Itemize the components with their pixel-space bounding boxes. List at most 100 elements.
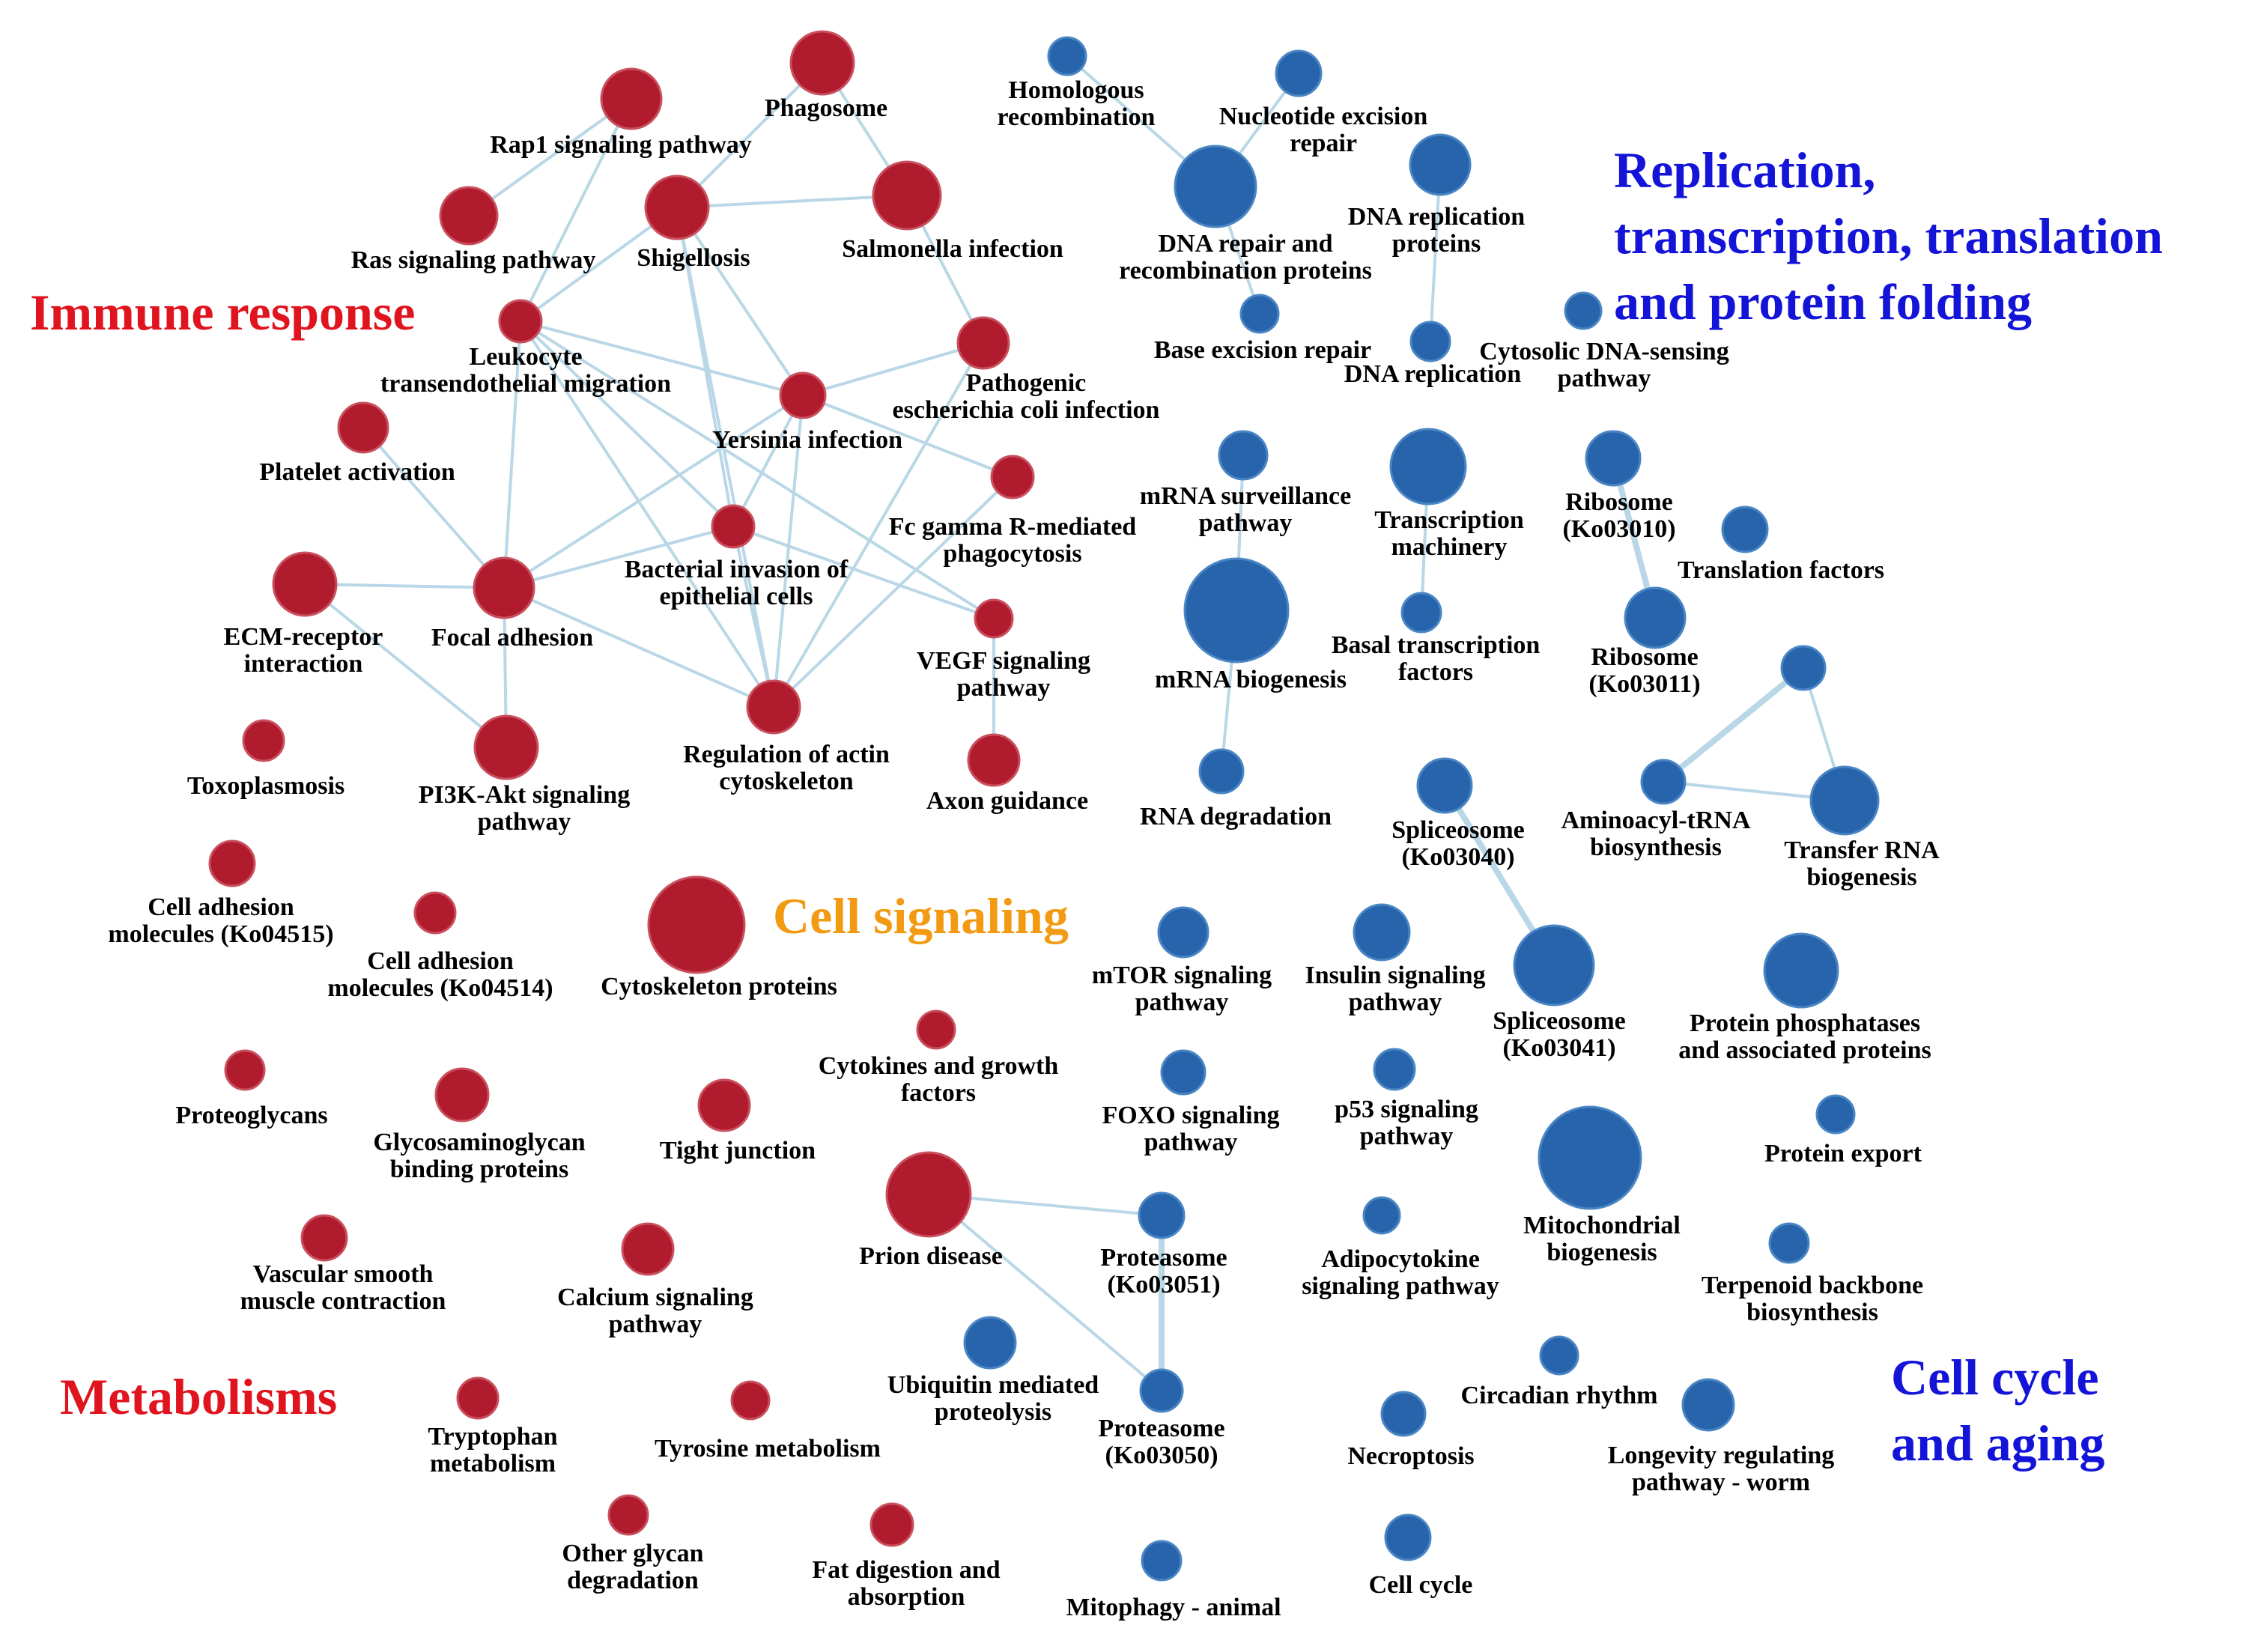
node-ribosome_03011[interactable]: [1624, 586, 1687, 649]
node-focal_adhesion[interactable]: [473, 556, 535, 619]
node-ubiquitin[interactable]: [963, 1316, 1017, 1370]
node-base_excision[interactable]: [1239, 294, 1280, 334]
edge-fc_gamma-actin: [772, 476, 1014, 708]
node-dna_replication[interactable]: [1409, 321, 1451, 362]
node-necroptosis[interactable]: [1380, 1391, 1427, 1437]
edge-yersinia-fc_gamma: [802, 394, 1013, 479]
node-phagosome[interactable]: [789, 30, 855, 96]
node-vascular[interactable]: [300, 1214, 348, 1262]
node-label-cam_04515: Cell adhesion molecules (Ko04515): [108, 893, 333, 948]
node-tyrosine[interactable]: [730, 1380, 771, 1421]
node-ribosome_03010[interactable]: [1585, 430, 1642, 487]
node-pathogenic_ecoli[interactable]: [956, 316, 1010, 370]
group-label-signaling: Cell signaling: [773, 887, 1069, 944]
node-label-rap1: Rap1 signaling pathway: [490, 131, 752, 159]
edge-ecm-pi3k: [303, 583, 508, 749]
node-platelet[interactable]: [337, 401, 389, 454]
node-transcription_machinery[interactable]: [1389, 428, 1467, 505]
node-protein_export[interactable]: [1815, 1094, 1856, 1135]
node-homologous[interactable]: [1047, 36, 1087, 76]
edge-ecm-focal_adhesion: [304, 583, 505, 589]
node-label-mitochondrial: Mitochondrial biogenesis: [1523, 1212, 1681, 1266]
edge-yersinia-bacterial_invasion: [732, 395, 804, 527]
node-proteasome_03050[interactable]: [1139, 1368, 1184, 1413]
node-circadian[interactable]: [1539, 1335, 1579, 1376]
node-rap1[interactable]: [600, 67, 663, 130]
node-label-other_glycan: Other glycan degradation: [562, 1540, 703, 1594]
node-cytokines[interactable]: [916, 1009, 956, 1050]
node-ras[interactable]: [439, 186, 499, 246]
node-mitophagy[interactable]: [1141, 1540, 1183, 1582]
edge-pathogenic_ecoli-yersinia: [802, 341, 984, 397]
edge-focal_adhesion-bacterial_invasion: [503, 525, 734, 589]
node-vegf[interactable]: [974, 598, 1014, 639]
node-mrna_biogenesis[interactable]: [1183, 557, 1290, 663]
node-label-shigellosis: Shigellosis: [637, 244, 750, 272]
node-toxoplasmosis[interactable]: [242, 719, 285, 762]
node-foxo[interactable]: [1160, 1049, 1207, 1096]
node-label-cytosolic_dna: Cytosolic DNA-sensing pathway: [1479, 338, 1728, 392]
node-label-protein_phosphatases: Protein phosphatases and associated prote…: [1678, 1009, 1931, 1064]
node-calcium[interactable]: [621, 1222, 675, 1276]
node-label-leukocyte: Leukocyte transendothelial migration: [380, 343, 671, 398]
node-label-focal_adhesion: Focal adhesion: [431, 624, 593, 652]
node-label-basal_transcription: Basal transcription factors: [1332, 631, 1541, 686]
node-spliceosome_03041[interactable]: [1513, 924, 1595, 1006]
node-cam_04514[interactable]: [413, 891, 457, 935]
node-salmonella[interactable]: [872, 160, 942, 231]
node-transfer_rna[interactable]: [1809, 765, 1880, 836]
node-basal_transcription[interactable]: [1400, 592, 1442, 634]
node-shigellosis[interactable]: [644, 174, 710, 240]
node-p53[interactable]: [1373, 1048, 1416, 1091]
node-prion[interactable]: [885, 1151, 972, 1238]
node-leukocyte[interactable]: [498, 299, 543, 344]
node-cam_04515[interactable]: [208, 839, 256, 887]
node-terpenoid[interactable]: [1768, 1222, 1810, 1264]
node-longevity[interactable]: [1681, 1378, 1735, 1432]
node-label-ribosome_03010: Ribosome (Ko03010): [1562, 488, 1675, 543]
node-label-aminoacyl: Aminoacyl-tRNA biosynthesis: [1561, 807, 1751, 861]
edge-leukocyte-bacterial_invasion: [519, 320, 735, 528]
node-cell_cycle[interactable]: [1384, 1513, 1432, 1561]
node-nucleotide_excision[interactable]: [1275, 49, 1323, 97]
node-gag_binding[interactable]: [434, 1067, 490, 1123]
node-mrna_surveillance[interactable]: [1218, 430, 1269, 481]
node-insulin[interactable]: [1353, 903, 1411, 962]
node-pi3k[interactable]: [473, 714, 539, 780]
node-tight_junction[interactable]: [697, 1078, 751, 1132]
node-label-terpenoid: Terpenoid backbone biosynthesis: [1702, 1272, 1923, 1326]
node-tryptophan[interactable]: [456, 1376, 500, 1420]
node-proteoglycans[interactable]: [224, 1049, 266, 1091]
node-label-gag_binding: Glycosaminoglycan binding proteins: [373, 1129, 585, 1183]
node-mitochondrial[interactable]: [1538, 1105, 1642, 1210]
node-other_glycan[interactable]: [607, 1494, 649, 1536]
node-fat_digestion[interactable]: [869, 1502, 914, 1547]
node-actin[interactable]: [746, 679, 801, 735]
node-spliceosome_03040[interactable]: [1416, 757, 1473, 814]
edge-bacterial_invasion-actin: [732, 526, 775, 708]
node-rna_degradation[interactable]: [1198, 748, 1245, 795]
node-dna_repair[interactable]: [1174, 145, 1257, 228]
node-amino_acid[interactable]: [1780, 645, 1827, 691]
node-protein_phosphatases[interactable]: [1763, 932, 1839, 1009]
node-adipocytokine[interactable]: [1362, 1196, 1401, 1235]
node-yersinia[interactable]: [779, 371, 827, 419]
node-label-cytoskeleton: Cytoskeleton proteins: [601, 973, 837, 1000]
node-cytosolic_dna[interactable]: [1564, 291, 1603, 330]
node-bacterial_invasion[interactable]: [711, 504, 756, 549]
edge-shigellosis-actin: [676, 207, 775, 708]
node-dna_replication_proteins[interactable]: [1409, 133, 1472, 196]
node-axon[interactable]: [967, 733, 1021, 787]
group-label-metabolism: Metabolisms: [60, 1368, 337, 1425]
node-aminoacyl[interactable]: [1640, 759, 1687, 805]
node-translation_factors[interactable]: [1721, 505, 1769, 553]
edge-leukocyte-actin: [519, 320, 775, 708]
node-cytoskeleton[interactable]: [647, 875, 746, 974]
node-ecm[interactable]: [272, 551, 338, 617]
node-proteasome_03051[interactable]: [1138, 1191, 1186, 1239]
node-label-adipocytokine: Adipocytokine signaling pathway: [1302, 1245, 1499, 1300]
node-mtor[interactable]: [1157, 906, 1209, 959]
node-fc_gamma[interactable]: [990, 455, 1035, 499]
node-label-vascular: Vascular smooth muscle contraction: [240, 1260, 446, 1315]
